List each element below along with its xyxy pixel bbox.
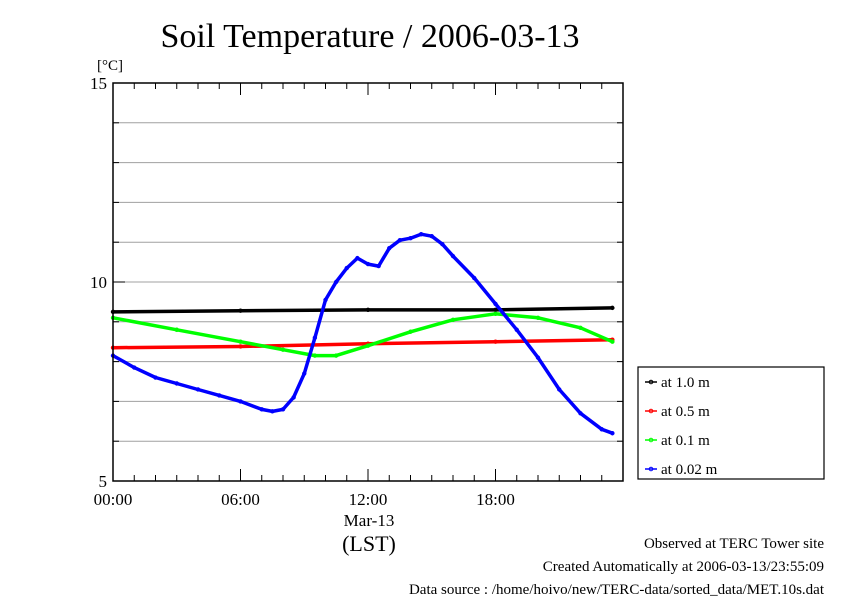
data-point <box>493 311 498 317</box>
legend-marker <box>648 379 654 385</box>
data-point <box>153 375 158 380</box>
data-point <box>238 339 243 344</box>
data-point <box>270 409 275 414</box>
data-point <box>397 238 403 243</box>
data-point <box>514 327 519 332</box>
data-point <box>535 355 541 360</box>
y-tick-label: 10 <box>90 273 107 292</box>
data-point <box>440 241 445 247</box>
series-line <box>111 312 615 358</box>
data-source-note: Data source : /home/hoivo/new/TERC-data/… <box>408 582 824 598</box>
data-point <box>387 245 392 251</box>
data-point <box>365 307 371 313</box>
data-point <box>174 327 179 332</box>
data-point <box>312 353 318 358</box>
legend-label: at 1.0 m <box>661 375 710 391</box>
chart-title: Soil Temperature / 2006-03-13 <box>160 18 579 55</box>
x-tick-label: 06:00 <box>221 490 260 509</box>
data-point <box>578 411 583 416</box>
data-point <box>333 353 339 358</box>
observation-site-note: Observed at TERC Tower site <box>643 536 824 552</box>
data-point <box>578 325 583 330</box>
data-point <box>610 305 615 311</box>
data-point <box>610 431 615 436</box>
data-point <box>174 381 179 386</box>
data-point <box>450 253 456 259</box>
data-point <box>323 297 328 303</box>
series-line <box>111 232 615 435</box>
data-point <box>217 393 222 398</box>
data-point <box>355 255 360 261</box>
data-point <box>610 339 615 344</box>
legend-label: at 0.1 m <box>661 433 710 449</box>
y-tick-label: 15 <box>90 74 107 93</box>
data-point <box>280 407 286 412</box>
legend-marker <box>648 437 654 443</box>
data-point <box>429 234 434 239</box>
legend-box <box>637 366 825 480</box>
data-point <box>344 265 349 271</box>
data-point <box>195 387 201 392</box>
data-point <box>408 329 413 334</box>
legend-marker <box>648 466 654 472</box>
x-tick-label: 18:00 <box>476 490 515 509</box>
x-tick-label: 12:00 <box>349 490 388 509</box>
data-point <box>376 263 381 269</box>
data-point <box>408 236 413 241</box>
data-point <box>472 275 477 281</box>
x-axis-label: (LST) <box>342 531 396 556</box>
data-point <box>302 371 307 376</box>
y-axis-unit-label: [°C] <box>97 58 123 74</box>
series-layer <box>110 232 615 436</box>
data-point <box>535 315 541 321</box>
data-point <box>450 317 456 323</box>
y-tick-label: 5 <box>99 472 108 491</box>
legend: at 1.0 m at 0.5 m at 0.1 m at 0.02 m <box>637 366 825 480</box>
data-point <box>238 344 243 349</box>
creation-timestamp-note: Created Automatically at 2006-03-13/23:5… <box>542 559 824 575</box>
data-point <box>365 343 371 348</box>
data-point <box>333 279 339 285</box>
y-axis-ticks: 5 10 15 <box>90 74 623 491</box>
legend-label: at 0.5 m <box>661 404 710 420</box>
data-point <box>259 407 264 412</box>
data-point <box>291 395 296 400</box>
x-tick-label: 00:00 <box>94 490 133 509</box>
data-point <box>280 347 286 352</box>
grid-lines <box>113 122 623 442</box>
data-point <box>365 261 371 267</box>
data-point <box>493 339 498 344</box>
series-line <box>111 306 615 314</box>
legend-label: at 0.02 m <box>661 462 718 478</box>
legend-marker <box>648 408 654 414</box>
data-point <box>557 387 562 392</box>
data-point <box>599 427 604 432</box>
data-point <box>132 365 137 370</box>
data-point <box>238 399 243 404</box>
data-point <box>238 308 243 313</box>
data-point <box>418 232 424 237</box>
x-axis-ticks: 00:00 06:00 12:00 18:00 <box>94 83 624 509</box>
data-point <box>493 301 498 307</box>
x-axis-date-label: Mar-13 <box>344 511 395 530</box>
data-point <box>312 335 318 340</box>
